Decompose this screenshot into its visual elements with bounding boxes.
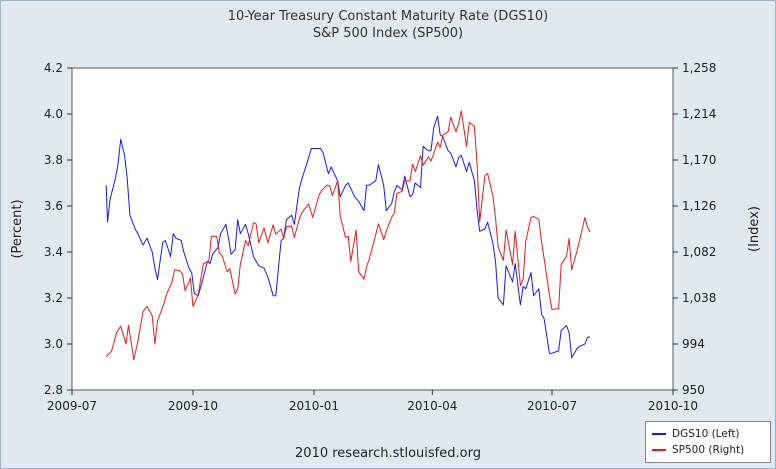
legend-swatch-dgs10: [652, 433, 666, 435]
plot-area: [72, 68, 673, 390]
x-tick-label: 2010-10: [648, 399, 698, 413]
y-right-tick-label: 1,258: [682, 61, 716, 75]
y-left-tick-label: 3.6: [44, 199, 63, 213]
y-left-tick-label: 4.2: [44, 61, 63, 75]
x-tick-label: 2009-07: [47, 399, 97, 413]
y-right-tick-label: 1,214: [682, 107, 716, 121]
legend-item-sp500: SP500 (Right): [652, 443, 744, 457]
y-left-tick-label: 3.8: [44, 153, 63, 167]
chart-title: 10-Year Treasury Constant Maturity Rate …: [227, 9, 549, 24]
legend-swatch-sp500: [652, 449, 666, 451]
series-layer: [105, 110, 591, 361]
y-right-tick-label: 1,170: [682, 153, 716, 167]
x-tick-label: 2010-07: [527, 399, 577, 413]
y-left-tick-label: 3.4: [44, 245, 63, 259]
legend: DGS10 (Left) SP500 (Right): [645, 421, 771, 463]
series-line-sp500: [105, 110, 591, 361]
plot-border: [71, 67, 674, 391]
y-left-tick-label: 4.0: [44, 107, 63, 121]
chart-subtitle: S&P 500 Index (SP500): [312, 26, 464, 41]
legend-label-dgs10: DGS10 (Left): [672, 428, 740, 440]
y-axis-left-label: (Percent): [10, 199, 25, 258]
legend-label-sp500: SP500 (Right): [672, 444, 745, 456]
legend-item-dgs10: DGS10 (Left): [652, 427, 740, 441]
axis-layer: 2.8 3.0 3.2 3.4 3.6 3.8 4.0 4.2 950 994 1,038 1,082…: [44, 61, 716, 413]
y-right-tick-label: 1,038: [682, 291, 716, 305]
x-tick-label: 2010-01: [289, 399, 339, 413]
x-tick-label: 2009-10: [168, 399, 218, 413]
y-right-tick-label: 950: [682, 383, 705, 397]
source-text: 2010 research.stlouisfed.org: [295, 446, 481, 461]
y-left-tick-label: 2.8: [44, 383, 63, 397]
x-tick-label: 2010-04: [407, 399, 457, 413]
y-left-tick-label: 3.0: [44, 337, 63, 351]
y-right-tick-label: 994: [682, 337, 705, 351]
y-right-tick-label: 1,126: [682, 199, 716, 213]
y-left-tick-label: 3.2: [44, 291, 63, 305]
series-line-dgs10: [105, 115, 591, 359]
y-right-tick-label: 1,082: [682, 245, 716, 259]
y-axis-right-label: (Index): [747, 206, 762, 252]
